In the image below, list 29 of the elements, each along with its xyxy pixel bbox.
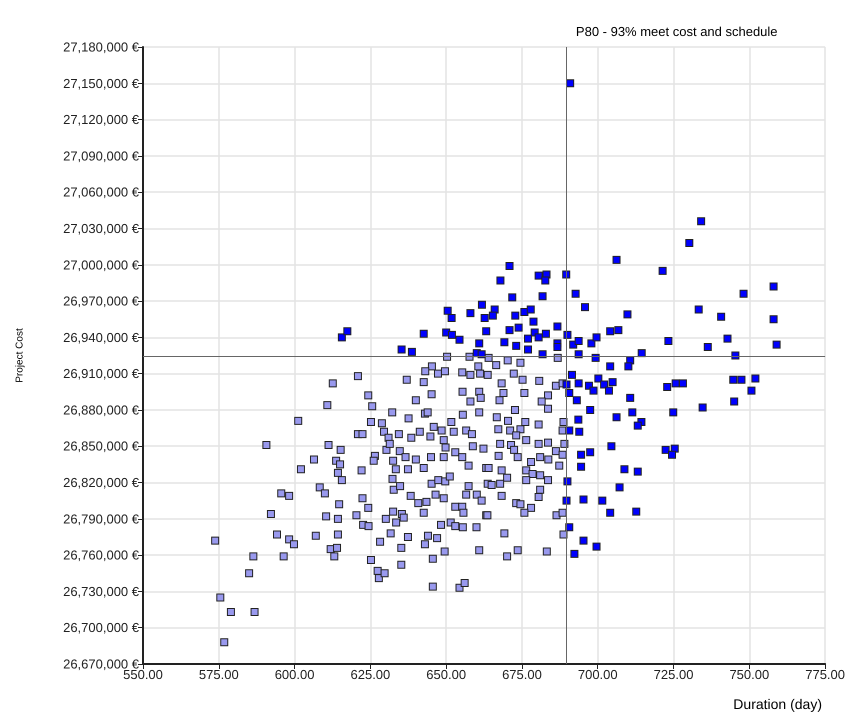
y-tick-label: 26,730,000 € — [63, 584, 140, 599]
y-tick-label: 26,910,000 € — [63, 366, 140, 382]
y-tick-label: 26,820,000 € — [63, 475, 140, 490]
y-tick-label: 27,030,000 € — [63, 220, 140, 236]
y-tick-label: 26,700,000 € — [63, 620, 140, 636]
y-tick-label: 26,790,000 € — [63, 511, 140, 526]
y-axis-title: Project Cost — [14, 328, 26, 383]
x-tick-label: 600.00 — [274, 667, 314, 682]
y-tick-label: 27,060,000 € — [63, 184, 140, 200]
x-tick-label: 775.00 — [805, 667, 845, 682]
y-tick-label: 26,940,000 € — [63, 330, 140, 345]
y-tick-label: 26,850,000 € — [63, 438, 140, 454]
x-tick-label: 650.00 — [426, 667, 466, 682]
y-tick-label: 26,880,000 € — [63, 402, 140, 418]
y-tick-label: 26,970,000 € — [63, 294, 140, 309]
y-tick-label: 27,090,000 € — [63, 148, 140, 164]
x-tick-label: 625.00 — [350, 667, 390, 682]
x-tick-label: 750.00 — [729, 667, 770, 682]
y-tick-label: 27,120,000 € — [63, 112, 140, 128]
x-tick-label: 700.00 — [578, 667, 618, 682]
y-tick-label: 27,150,000 € — [63, 76, 140, 91]
y-tick-label: 26,760,000 € — [63, 548, 140, 563]
ref-line-label: P80 - 93% meet cost and schedule — [576, 24, 778, 39]
y-tick-label: 27,000,000 € — [63, 257, 140, 272]
x-axis-title: Duration (day) — [733, 696, 822, 712]
x-tick-label: 725.00 — [654, 667, 694, 682]
x-tick-label: 575.00 — [198, 667, 239, 682]
x-tick-label: 675.00 — [502, 667, 542, 682]
y-tick-label: 27,180,000 € — [63, 40, 140, 54]
